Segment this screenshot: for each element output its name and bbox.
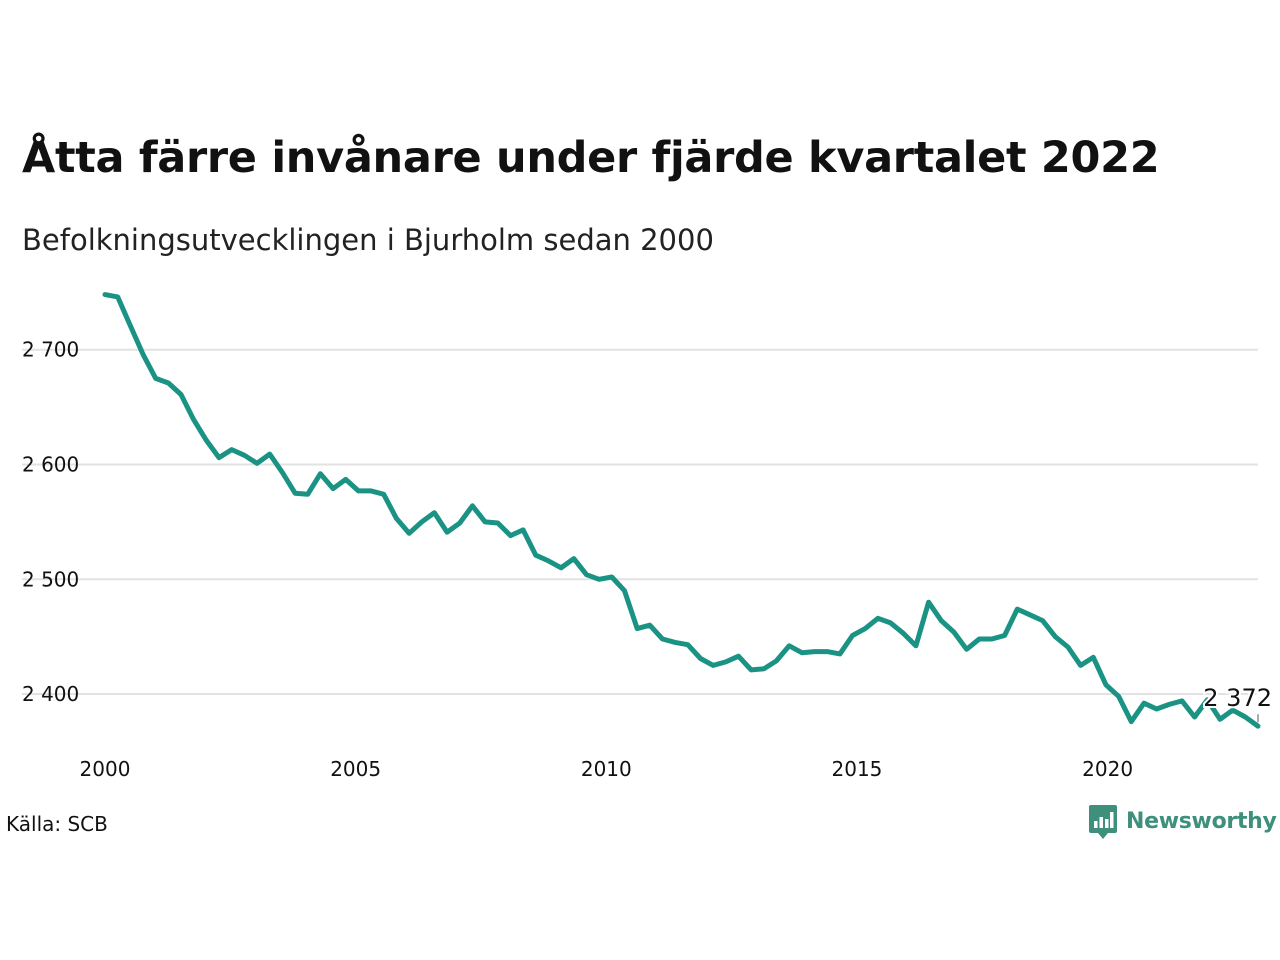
x-tick-label: 2010	[581, 757, 632, 781]
end-value-label: 2 372	[1203, 684, 1272, 712]
brand-name: Newsworthy	[1126, 809, 1277, 834]
line-chart: 2 400 2 500 2 600 2 700 2000 2005 2010 2015 202…	[22, 292, 1274, 781]
newsworthy-logo-icon	[1089, 805, 1117, 839]
annotation-layer: 2 372	[1201, 682, 1274, 723]
x-axis-tick-labels: 2000 2005 2010 2015 2020	[80, 757, 1134, 781]
x-tick-label: 2000	[80, 757, 131, 781]
series-line	[102, 292, 1261, 729]
series-layer	[102, 292, 1261, 729]
x-tick-label: 2015	[832, 757, 883, 781]
y-tick-label: 2 400	[22, 682, 79, 706]
chart-title: Åtta färre invånare under fjärde kvartal…	[22, 133, 1160, 183]
y-tick-label: 2 700	[22, 338, 79, 362]
gridlines	[22, 348, 1258, 696]
brand-logo: Newsworthy	[1088, 803, 1277, 841]
y-tick-label: 2 600	[22, 452, 79, 476]
chart-subtitle: Befolkningsutvecklingen i Bjurholm sedan…	[22, 223, 714, 257]
y-axis-tick-labels: 2 400 2 500 2 600 2 700	[22, 338, 79, 706]
source-note: Källa: SCB	[6, 812, 108, 836]
x-tick-label: 2005	[330, 757, 381, 781]
y-tick-label: 2 500	[22, 567, 79, 591]
x-tick-label: 2020	[1082, 757, 1133, 781]
